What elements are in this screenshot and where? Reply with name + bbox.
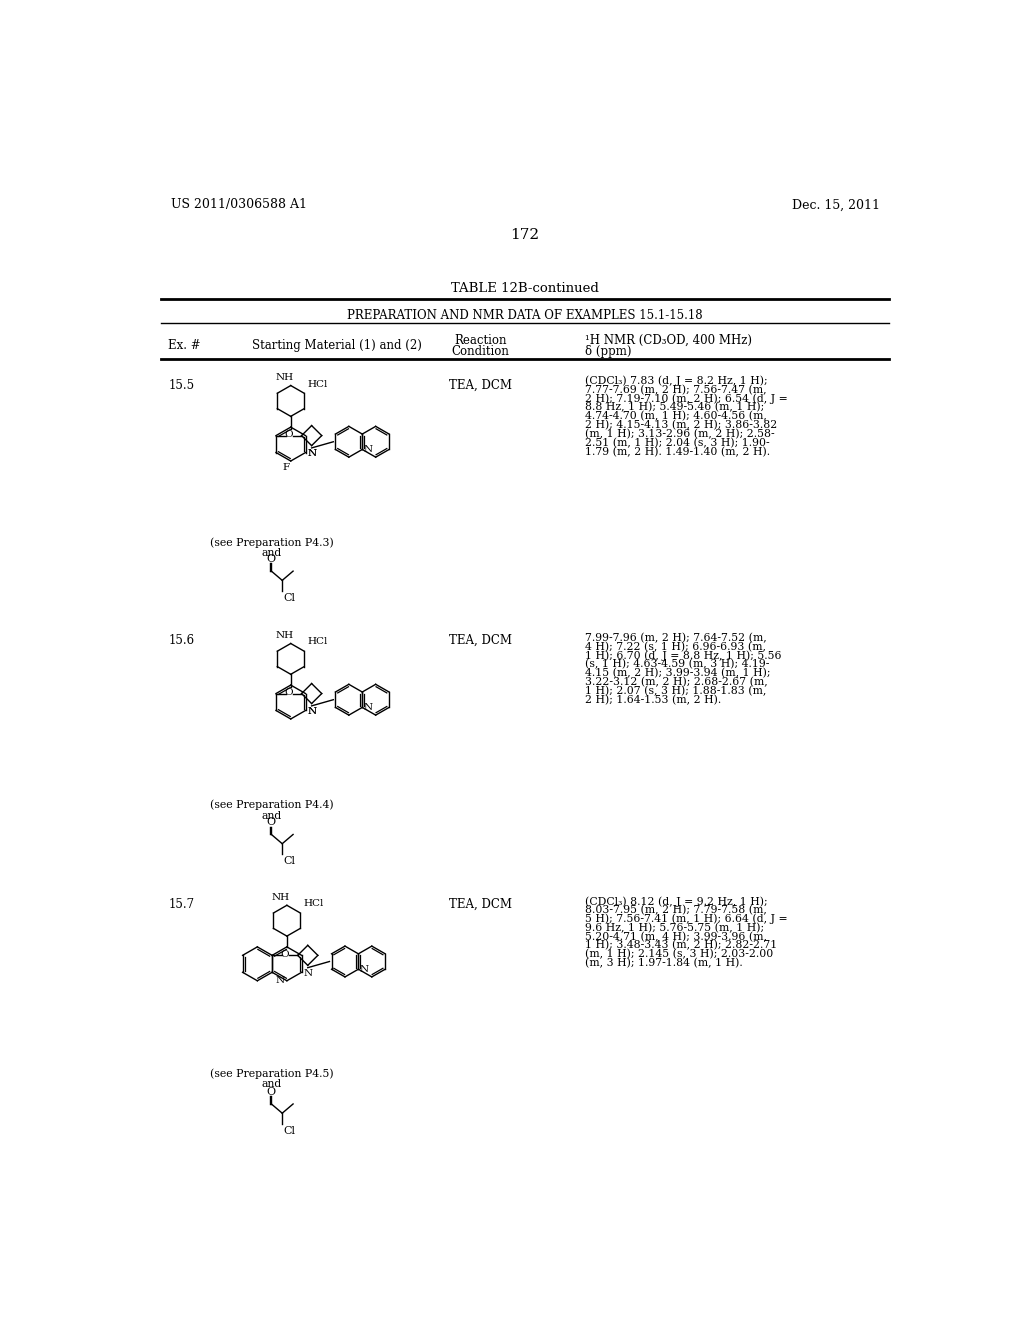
Text: TEA, DCM: TEA, DCM xyxy=(450,379,512,392)
Text: 172: 172 xyxy=(510,227,540,242)
Text: 1 H); 6.70 (d, J = 8.8 Hz, 1 H); 5.56: 1 H); 6.70 (d, J = 8.8 Hz, 1 H); 5.56 xyxy=(586,651,781,661)
Text: US 2011/0306588 A1: US 2011/0306588 A1 xyxy=(171,198,306,211)
Text: 1.79 (m, 2 H). 1.49-1.40 (m, 2 H).: 1.79 (m, 2 H). 1.49-1.40 (m, 2 H). xyxy=(586,446,770,457)
Text: TEA, DCM: TEA, DCM xyxy=(450,898,512,911)
Text: (see Preparation P4.3): (see Preparation P4.3) xyxy=(210,537,333,548)
Text: 15.5: 15.5 xyxy=(168,379,195,392)
Text: NH: NH xyxy=(275,631,294,640)
Text: NH: NH xyxy=(275,374,294,383)
Text: 5.20-4.71 (m, 4 H); 3.99-3.96 (m,: 5.20-4.71 (m, 4 H); 3.99-3.96 (m, xyxy=(586,932,767,942)
Text: 2 H); 1.64-1.53 (m, 2 H).: 2 H); 1.64-1.53 (m, 2 H). xyxy=(586,694,722,705)
Text: 4 H); 7.22 (s, 1 H); 6.96-6.93 (m,: 4 H); 7.22 (s, 1 H); 6.96-6.93 (m, xyxy=(586,642,766,652)
Text: 15.6: 15.6 xyxy=(168,635,195,647)
Text: HCl: HCl xyxy=(304,899,325,908)
Text: 2 H); 4.15-4.13 (m, 2 H); 3.86-3.82: 2 H); 4.15-4.13 (m, 2 H); 3.86-3.82 xyxy=(586,420,777,430)
Text: 2 H); 7.19-7.10 (m, 2 H); 6.54 (d, J =: 2 H); 7.19-7.10 (m, 2 H); 6.54 (d, J = xyxy=(586,393,788,404)
Text: 1 H); 2.07 (s, 3 H); 1.88-1.83 (m,: 1 H); 2.07 (s, 3 H); 1.88-1.83 (m, xyxy=(586,686,767,696)
Text: Ex. #: Ex. # xyxy=(168,339,201,351)
Text: O: O xyxy=(281,950,289,960)
Text: (CDCl₃) 7.83 (d, J = 8.2 Hz, 1 H);: (CDCl₃) 7.83 (d, J = 8.2 Hz, 1 H); xyxy=(586,376,768,387)
Text: (m, 1 H); 2.145 (s, 3 H); 2.03-2.00: (m, 1 H); 2.145 (s, 3 H); 2.03-2.00 xyxy=(586,949,773,960)
Text: N: N xyxy=(364,445,373,454)
Text: TEA, DCM: TEA, DCM xyxy=(450,635,512,647)
Text: (see Preparation P4.5): (see Preparation P4.5) xyxy=(210,1069,333,1080)
Text: Starting Material (1) and (2): Starting Material (1) and (2) xyxy=(252,339,422,351)
Text: 2.51 (m, 1 H); 2.04 (s, 3 H); 1.90-: 2.51 (m, 1 H); 2.04 (s, 3 H); 1.90- xyxy=(586,437,770,447)
Text: N: N xyxy=(307,706,316,715)
Text: Condition: Condition xyxy=(452,345,510,358)
Text: O: O xyxy=(267,554,275,564)
Text: and: and xyxy=(261,810,282,821)
Text: N: N xyxy=(359,965,369,974)
Text: Cl: Cl xyxy=(284,593,296,603)
Text: δ (ppm): δ (ppm) xyxy=(586,345,632,358)
Text: O: O xyxy=(284,430,293,440)
Text: NH: NH xyxy=(271,894,290,903)
Text: 5 H); 7.56-7.41 (m, 1 H); 6.64 (d, J =: 5 H); 7.56-7.41 (m, 1 H); 6.64 (d, J = xyxy=(586,913,787,924)
Text: N: N xyxy=(303,969,312,978)
Text: 15.7: 15.7 xyxy=(168,898,195,911)
Text: N: N xyxy=(307,449,316,458)
Text: (CDCl₃) 8.12 (d, J = 9.2 Hz, 1 H);: (CDCl₃) 8.12 (d, J = 9.2 Hz, 1 H); xyxy=(586,896,768,907)
Text: Cl: Cl xyxy=(284,857,296,866)
Text: 3.22-3.12 (m, 2 H); 2.68-2.67 (m,: 3.22-3.12 (m, 2 H); 2.68-2.67 (m, xyxy=(586,677,768,688)
Text: (m, 3 H); 1.97-1.84 (m, 1 H).: (m, 3 H); 1.97-1.84 (m, 1 H). xyxy=(586,958,743,969)
Text: 4.74-4.70 (m, 1 H); 4.60-4.56 (m,: 4.74-4.70 (m, 1 H); 4.60-4.56 (m, xyxy=(586,411,767,421)
Text: F: F xyxy=(282,462,289,471)
Text: 4.15 (m, 2 H); 3.99-3.94 (m, 1 H);: 4.15 (m, 2 H); 3.99-3.94 (m, 1 H); xyxy=(586,668,771,678)
Text: N: N xyxy=(364,704,373,711)
Text: N: N xyxy=(275,977,285,985)
Text: 7.77-7.69 (m, 2 H); 7.56-7.47 (m,: 7.77-7.69 (m, 2 H); 7.56-7.47 (m, xyxy=(586,384,767,395)
Text: N: N xyxy=(307,449,316,458)
Text: N: N xyxy=(307,708,316,717)
Text: 1 H); 3.48-3.43 (m, 2 H); 2.82-2.71: 1 H); 3.48-3.43 (m, 2 H); 2.82-2.71 xyxy=(586,940,777,950)
Text: 8.8 Hz, 1 H); 5.49-5.46 (m, 1 H);: 8.8 Hz, 1 H); 5.49-5.46 (m, 1 H); xyxy=(586,403,765,412)
Text: and: and xyxy=(261,548,282,558)
Text: Dec. 15, 2011: Dec. 15, 2011 xyxy=(792,198,880,211)
Text: (see Preparation P4.4): (see Preparation P4.4) xyxy=(210,800,333,810)
Text: HCl: HCl xyxy=(308,638,328,647)
Text: Reaction: Reaction xyxy=(455,334,507,347)
Text: TABLE 12B-continued: TABLE 12B-continued xyxy=(451,281,599,294)
Text: 8.03-7.95 (m, 2 H); 7.79-7.58 (m,: 8.03-7.95 (m, 2 H); 7.79-7.58 (m, xyxy=(586,906,767,915)
Text: HCl: HCl xyxy=(308,380,328,388)
Text: (s, 1 H); 4.63-4.59 (m, 3 H); 4.19-: (s, 1 H); 4.63-4.59 (m, 3 H); 4.19- xyxy=(586,659,770,669)
Text: O: O xyxy=(267,1086,275,1097)
Text: Cl: Cl xyxy=(284,1126,296,1135)
Text: O: O xyxy=(267,817,275,828)
Text: PREPARATION AND NMR DATA OF EXAMPLES 15.1-15.18: PREPARATION AND NMR DATA OF EXAMPLES 15.… xyxy=(347,309,702,322)
Text: 7.99-7.96 (m, 2 H); 7.64-7.52 (m,: 7.99-7.96 (m, 2 H); 7.64-7.52 (m, xyxy=(586,632,767,643)
Text: (m, 1 H); 3.13-2.96 (m, 2 H); 2.58-: (m, 1 H); 3.13-2.96 (m, 2 H); 2.58- xyxy=(586,429,775,440)
Text: and: and xyxy=(261,1080,282,1089)
Text: ¹H NMR (CD₃OD, 400 MHz): ¹H NMR (CD₃OD, 400 MHz) xyxy=(586,334,753,347)
Text: 9.6 Hz, 1 H); 5.76-5.75 (m, 1 H);: 9.6 Hz, 1 H); 5.76-5.75 (m, 1 H); xyxy=(586,923,764,933)
Text: O: O xyxy=(284,688,293,697)
